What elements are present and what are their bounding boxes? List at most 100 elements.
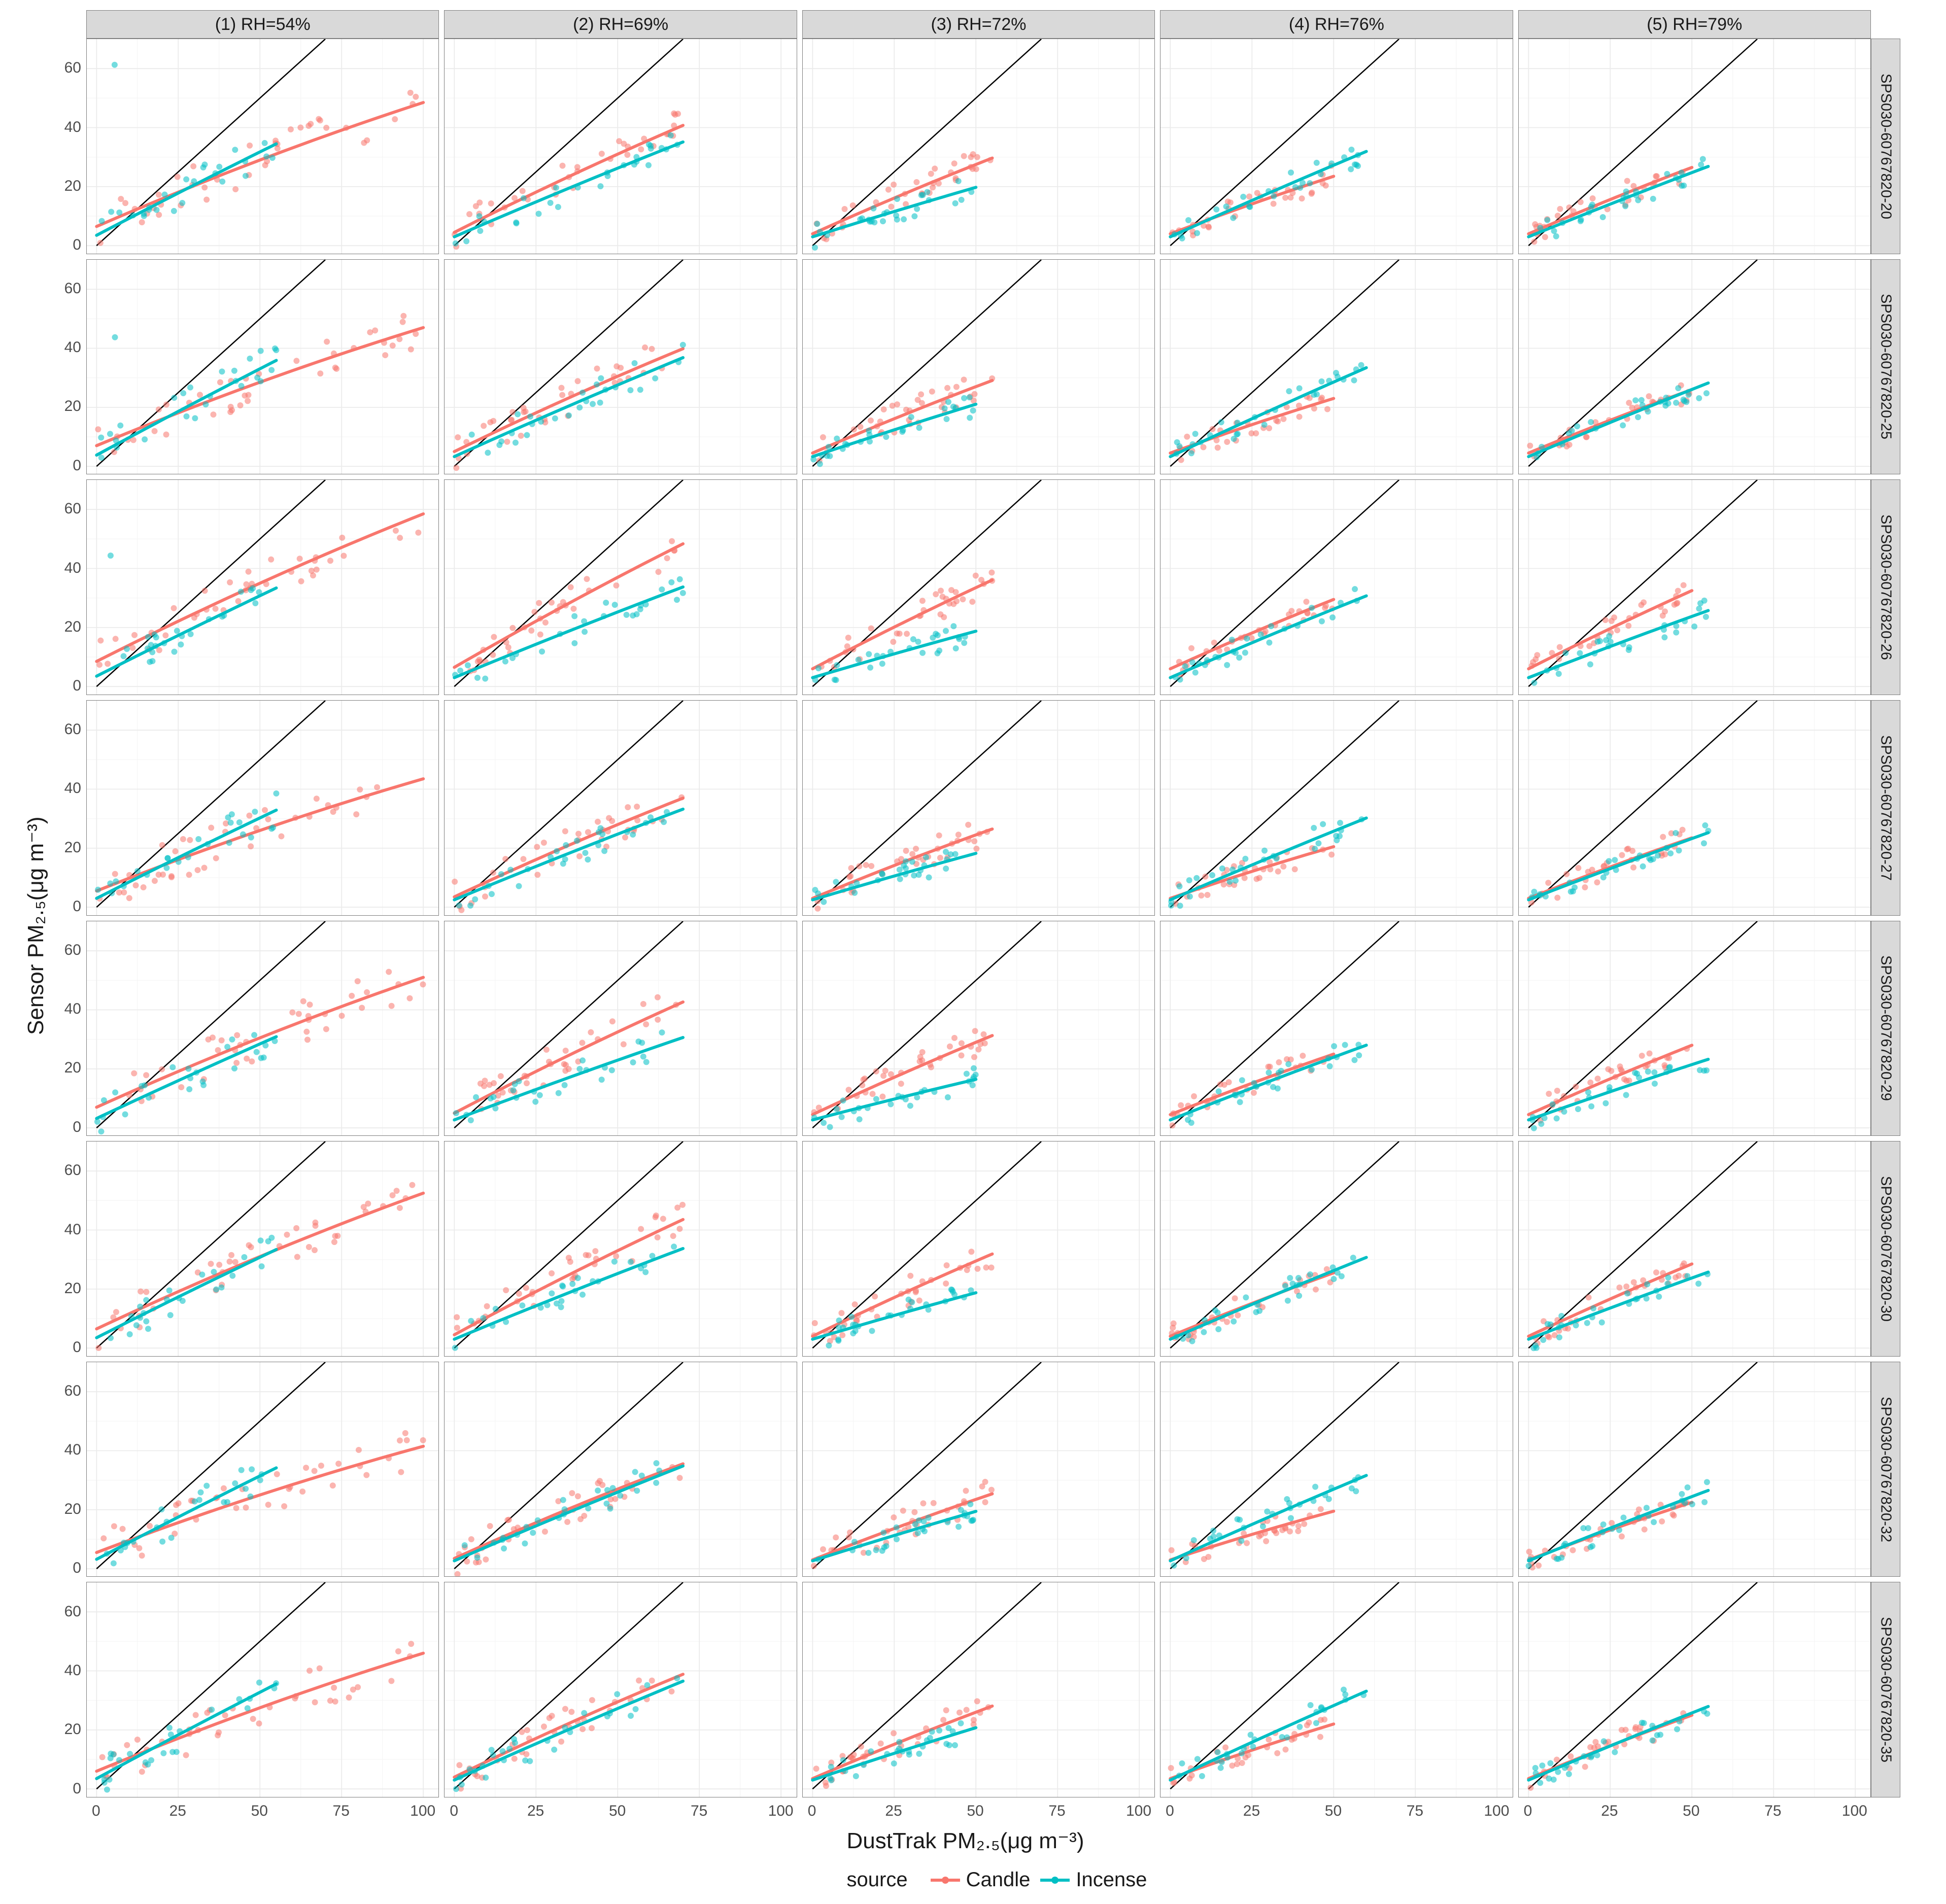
xtick-label: 100 (1842, 1803, 1867, 1820)
xtick-label: 50 (1683, 1803, 1699, 1820)
ytick-label: 60 (55, 1382, 81, 1400)
panel-svg (803, 921, 1155, 1136)
panel-r8-c5 (1518, 1582, 1871, 1797)
panel-r6-c4 (1160, 1141, 1513, 1357)
xtick-label: 75 (1764, 1803, 1781, 1820)
panel-svg (803, 1582, 1155, 1797)
strip-top-c2: (2) RH=69% (444, 10, 797, 39)
x-axis-label: DustTrak PM₂.₅(μg m⁻³) (847, 1828, 1084, 1854)
panel-svg (1519, 480, 1871, 695)
legend-item-incense: Incense (1040, 1868, 1147, 1891)
panel-r6-c5 (1518, 1141, 1871, 1357)
panel-svg (803, 480, 1155, 695)
legend-label: Incense (1076, 1868, 1147, 1891)
strip-right-r6: SPS030-60767820-30 (1871, 1141, 1900, 1357)
panel-svg (1519, 921, 1871, 1136)
panel-r2-c3 (802, 259, 1155, 475)
panel-r4-c2 (444, 700, 797, 916)
ytick-label: 60 (55, 942, 81, 959)
panel-svg (1160, 701, 1513, 916)
panel-r3-c4 (1160, 479, 1513, 695)
ytick-label: 40 (55, 780, 81, 797)
strip-right-r1: SPS030-60767820-20 (1871, 39, 1900, 254)
xtick-label: 100 (410, 1803, 435, 1820)
ytick-label: 40 (55, 1662, 81, 1679)
panel-svg (87, 260, 439, 475)
strip-right-r5: SPS030-60767820-29 (1871, 921, 1900, 1136)
panel-r4-c4 (1160, 700, 1513, 916)
panel-r2-c5 (1518, 259, 1871, 475)
panel-r8-c2 (444, 1582, 797, 1797)
panel-r6-c3 (802, 1141, 1155, 1357)
xtick-label: 100 (1126, 1803, 1151, 1820)
ytick-label: 0 (55, 457, 81, 474)
panel-svg (1160, 1582, 1513, 1797)
panel-svg (803, 39, 1155, 254)
ytick-label: 60 (55, 1603, 81, 1620)
panel-svg (445, 921, 797, 1136)
strip-right-r4: SPS030-60767820-27 (1871, 700, 1900, 916)
legend: sourceCandleIncense (847, 1868, 1147, 1891)
ytick-label: 20 (55, 1501, 81, 1518)
panel-svg (1160, 1362, 1513, 1577)
xtick-label: 0 (92, 1803, 100, 1820)
strip-top-c5: (5) RH=79% (1518, 10, 1871, 39)
facet-grid-figure: (1) RH=54%(2) RH=69%(3) RH=72%(4) RH=76%… (0, 0, 1946, 1904)
legend-key-icon (931, 1879, 960, 1882)
panel-r2-c1 (86, 259, 439, 475)
xtick-label: 25 (169, 1803, 186, 1820)
panel-r6-c2 (444, 1141, 797, 1357)
panel-svg (445, 480, 797, 695)
ytick-label: 0 (55, 1339, 81, 1356)
xtick-label: 25 (885, 1803, 902, 1820)
xtick-label: 100 (768, 1803, 794, 1820)
panel-svg (803, 1362, 1155, 1577)
ytick-label: 60 (55, 59, 81, 77)
strip-top-c3: (3) RH=72% (802, 10, 1155, 39)
ytick-label: 0 (55, 898, 81, 915)
xtick-label: 75 (333, 1803, 350, 1820)
legend-item-candle: Candle (931, 1868, 1031, 1891)
legend-dot-icon (942, 1877, 949, 1884)
panel-r3-c1 (86, 479, 439, 695)
panel-r5-c2 (444, 921, 797, 1136)
panel-svg (87, 921, 439, 1136)
panel-svg (1519, 1582, 1871, 1797)
legend-key-icon (1040, 1879, 1070, 1882)
ytick-label: 0 (55, 677, 81, 695)
ytick-label: 40 (55, 1221, 81, 1238)
panel-svg (445, 260, 797, 475)
panel-r4-c5 (1518, 700, 1871, 916)
panel-svg (87, 1582, 439, 1797)
panel-svg (1519, 260, 1871, 475)
ytick-label: 40 (55, 339, 81, 356)
panel-r3-c5 (1518, 479, 1871, 695)
xtick-label: 75 (691, 1803, 707, 1820)
panel-r8-c1 (86, 1582, 439, 1797)
ytick-label: 20 (55, 618, 81, 636)
xtick-label: 50 (967, 1803, 983, 1820)
panel-svg (1160, 480, 1513, 695)
panel-svg (87, 1362, 439, 1577)
panel-r5-c3 (802, 921, 1155, 1136)
panel-r4-c3 (802, 700, 1155, 916)
panel-r8-c4 (1160, 1582, 1513, 1797)
xtick-label: 0 (808, 1803, 816, 1820)
panel-r7-c1 (86, 1362, 439, 1577)
strip-right-r8: SPS030-60767820-35 (1871, 1582, 1900, 1797)
ytick-label: 60 (55, 280, 81, 297)
ytick-label: 20 (55, 1059, 81, 1077)
xtick-label: 100 (1484, 1803, 1509, 1820)
panel-svg (1519, 1141, 1871, 1357)
xtick-label: 25 (1601, 1803, 1618, 1820)
strip-top-c1: (1) RH=54% (86, 10, 439, 39)
ytick-label: 20 (55, 839, 81, 856)
xtick-label: 50 (251, 1803, 268, 1820)
panel-svg (445, 39, 797, 254)
ytick-label: 0 (55, 1780, 81, 1797)
panel-r7-c5 (1518, 1362, 1871, 1577)
panel-svg (1519, 701, 1871, 916)
panel-r5-c5 (1518, 921, 1871, 1136)
panel-svg (87, 480, 439, 695)
ytick-label: 60 (55, 1162, 81, 1179)
